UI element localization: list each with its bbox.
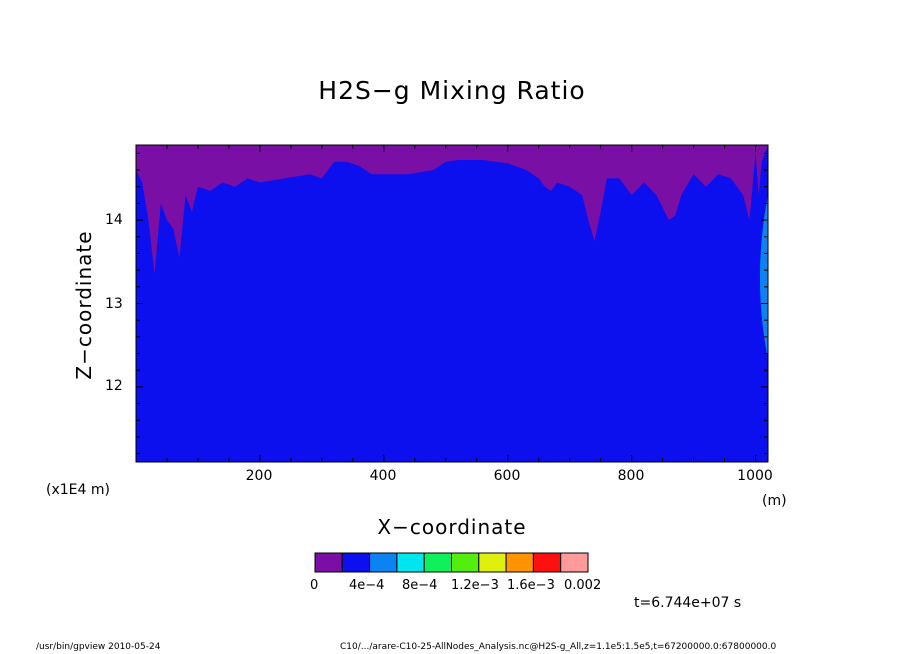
time-label: t=6.744e+07 s: [634, 595, 742, 611]
colorbar-label-1.6e-3: 1.6e−3: [507, 578, 555, 593]
x-tick-1000: 1000: [737, 468, 773, 484]
colorbar-swatch: [478, 552, 507, 573]
x-tick-600: 600: [493, 468, 521, 484]
colorbar-swatch: [369, 552, 398, 573]
colorbar-swatch: [505, 552, 534, 573]
y-axis-label: Z−coordinate: [72, 230, 96, 380]
chart-title: H2S−g Mixing Ratio: [318, 76, 586, 105]
x-tick-800: 800: [617, 468, 645, 484]
x-unit-label: (m): [762, 493, 787, 509]
colorbar-label-8e-4: 8e−4: [402, 578, 438, 593]
colorbar-label-0: 0: [310, 578, 319, 593]
colorbar-label-0.002: 0.002: [564, 578, 602, 593]
x-tick-400: 400: [369, 468, 397, 484]
y-tick-12: 12: [105, 378, 123, 394]
colorbar-swatch: [314, 552, 343, 573]
x-axis-label: X−coordinate: [377, 515, 527, 539]
y-scale-label: (x1E4 m): [46, 482, 110, 498]
colorbar-label-4e-4: 4e−4: [349, 578, 385, 593]
colorbar-swatch: [451, 552, 480, 573]
heatmap-side-patch: [759, 195, 768, 354]
x-tick-200: 200: [245, 468, 273, 484]
colorbar-swatch: [341, 552, 371, 573]
footer-program: /usr/bin/gpview 2010-05-24: [36, 642, 161, 652]
colorbar-label-1.2e-3: 1.2e−3: [451, 578, 499, 593]
footer-source: C10/.../arare-C10-25-AllNodes_Analysis.n…: [340, 642, 777, 652]
colorbar-swatch: [423, 552, 453, 573]
colorbar-swatch: [396, 552, 425, 573]
colorbar-swatch: [560, 552, 589, 573]
heatmap-upper-region: [136, 145, 768, 275]
y-tick-14: 14: [105, 212, 123, 228]
y-tick-13: 13: [105, 296, 123, 312]
colorbar-swatch: [532, 552, 562, 573]
